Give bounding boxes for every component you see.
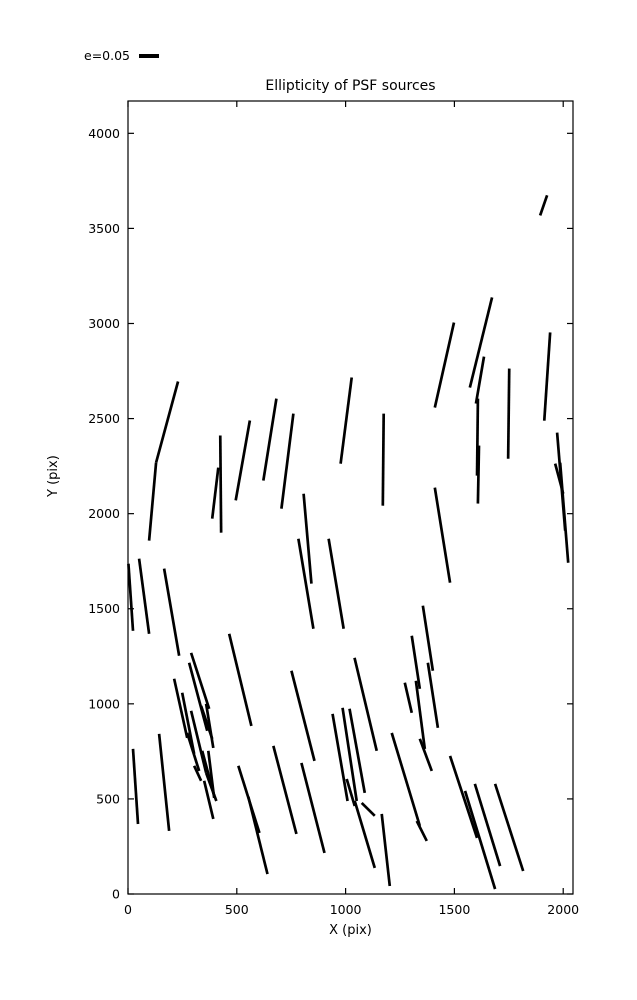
psf-whisker: [380, 813, 392, 887]
psf-whisker: [206, 750, 216, 799]
psf-whisker: [147, 462, 158, 541]
x-tick-label: 1000: [330, 902, 362, 917]
psf-whisker: [172, 678, 189, 739]
psf-whisker: [473, 783, 502, 867]
psf-whisker: [185, 732, 201, 772]
psf-whisker: [353, 800, 377, 869]
psf-whisker: [421, 605, 435, 671]
y-tick-label: 1000: [88, 696, 120, 711]
psf-whisker: [403, 682, 414, 714]
psf-whisker: [542, 332, 552, 421]
psf-whisker: [180, 692, 196, 755]
x-tick-label: 500: [225, 902, 249, 917]
legend: e=0.05: [84, 48, 159, 63]
x-tick-label: 1500: [438, 902, 470, 917]
psf-whisker: [390, 732, 422, 827]
psf-whisker: [204, 703, 215, 749]
psf-whisker: [157, 733, 171, 832]
x-tick-label: 0: [124, 902, 132, 917]
legend-label: e=0.05: [84, 48, 130, 63]
psf-whisker: [202, 780, 215, 820]
psf-whisker: [493, 783, 525, 872]
psf-whisker: [127, 563, 135, 631]
psf-whisker: [210, 467, 220, 519]
psf-whisker: [341, 707, 359, 802]
y-tick-label: 1500: [88, 601, 120, 616]
psf-whisker: [247, 796, 269, 875]
y-tick-label: 500: [96, 791, 120, 806]
psf-whisker: [476, 445, 481, 504]
plot-spine: [127, 100, 574, 895]
y-tick-label: 2000: [88, 506, 120, 521]
psf-whisker: [506, 368, 511, 459]
psf-whisker: [137, 558, 151, 635]
y-tick-label: 4000: [88, 126, 120, 141]
y-tick-label: 0: [112, 887, 120, 902]
psf-whisker: [475, 398, 480, 476]
psf-whisker: [302, 493, 313, 584]
psf-whisker: [192, 765, 203, 782]
y-tick-label: 3000: [88, 316, 120, 331]
chart-title: Ellipticity of PSF sources: [265, 78, 436, 94]
psf-whisker: [300, 762, 326, 854]
psf-whisker: [468, 297, 494, 388]
psf-whisker: [558, 462, 570, 563]
psf-whisker: [353, 657, 379, 752]
psf-whisker: [426, 662, 440, 728]
psf-whisker: [189, 710, 208, 774]
psf-whisker: [345, 778, 357, 807]
psf-whisker: [280, 413, 295, 509]
psf-whisker: [348, 708, 367, 794]
psf-whisker: [234, 420, 252, 501]
psf-whisker: [538, 194, 549, 216]
psf-whisker: [327, 538, 345, 629]
psf-whisker: [189, 652, 211, 710]
psf-whisker: [131, 748, 140, 825]
psf-whisker: [331, 713, 349, 802]
psf-whisker: [154, 381, 180, 464]
psf-whisker: [297, 538, 315, 629]
y-tick-label: 2500: [88, 411, 120, 426]
psf-whisker: [463, 790, 497, 890]
psf-whisker: [218, 435, 223, 533]
psf-whisker: [381, 413, 386, 506]
psf-whisker: [448, 755, 479, 839]
psf-whisker: [415, 820, 428, 842]
x-tick-label: 2000: [547, 902, 579, 917]
psf-whisker: [418, 738, 434, 772]
psf-whisker: [360, 801, 376, 817]
psf-whisker: [162, 568, 181, 656]
psf-whisker: [272, 745, 298, 835]
psf-whisker: [262, 398, 278, 481]
psf-whisker: [187, 662, 209, 732]
psf-whisker: [290, 670, 316, 762]
psf-whisker: [414, 680, 427, 750]
psf-whisker: [433, 487, 452, 583]
psf-whisker: [410, 635, 422, 690]
x-axis-label: X (pix): [329, 923, 372, 938]
psf-whisker: [433, 322, 456, 408]
psf-whisker: [227, 633, 253, 727]
psf-whisker: [474, 356, 486, 404]
legend-sample-line: [139, 54, 159, 59]
y-tick-label: 3500: [88, 221, 120, 236]
psf-whisker: [339, 377, 354, 464]
